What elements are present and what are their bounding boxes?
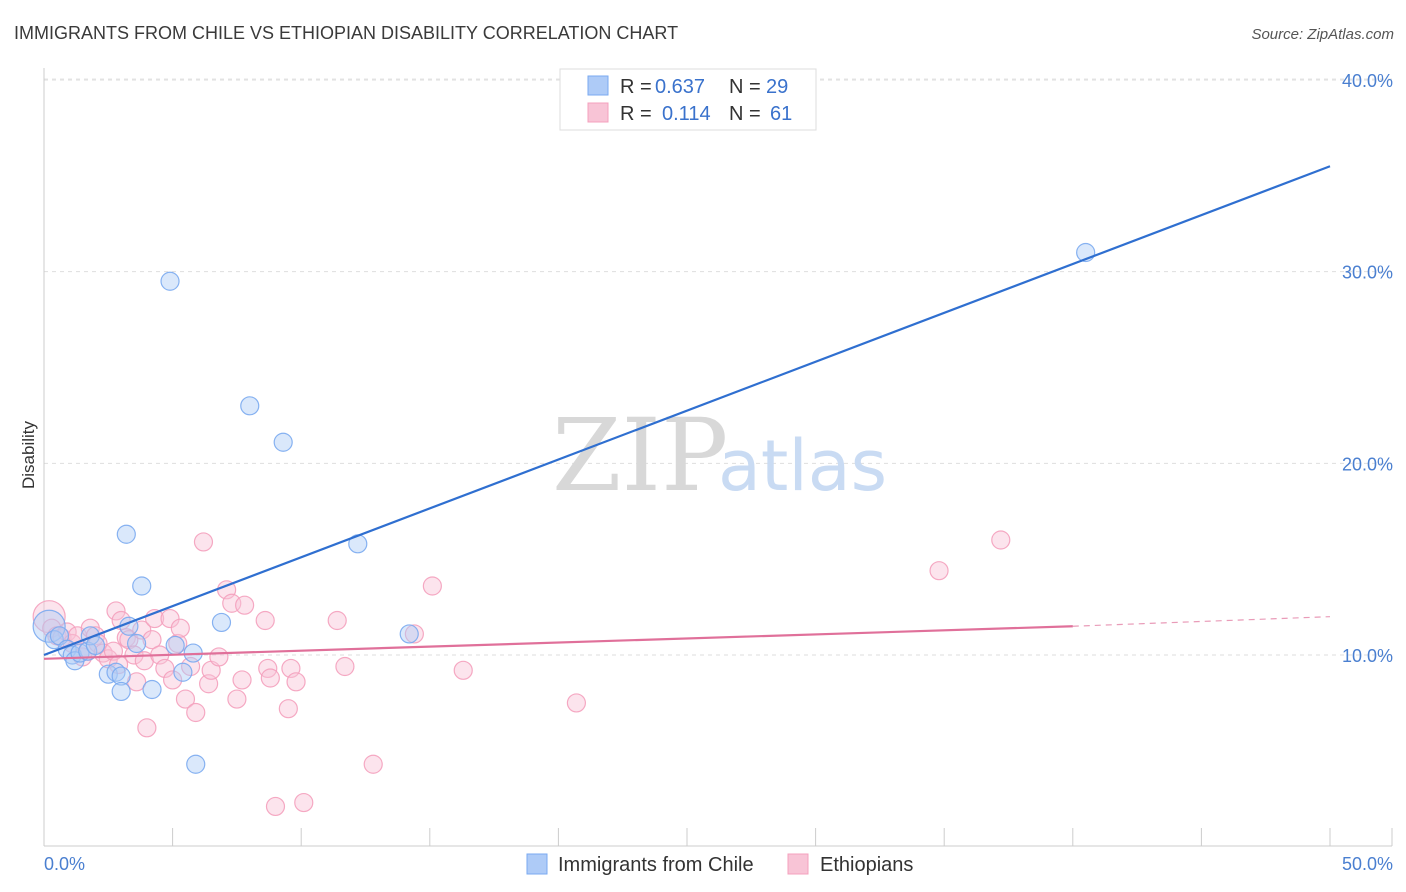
trend-line-chile: [43, 165, 1331, 657]
point-ethiopian-25: [142, 630, 162, 650]
point-ethiopian-30: [163, 670, 183, 690]
point-ethiopian-32: [170, 618, 190, 638]
point-ethiopian-43: [232, 670, 252, 690]
point-ethiopian-33: [175, 689, 196, 709]
point-ethiopian-15: [106, 601, 126, 621]
point-chile-28: [399, 624, 419, 644]
point-chile-18: [142, 679, 162, 700]
point-chile-16: [116, 524, 136, 544]
y-tick-label-1: 20.0%: [1342, 454, 1393, 474]
point-ethiopian-35: [186, 702, 206, 723]
legend-swatch-ethiopians: [787, 853, 809, 875]
point-ethiopian-24: [137, 718, 157, 738]
stats-r-value-ethiopians: 0.114: [662, 103, 711, 125]
series-legend: Immigrants from Chile Ethiopians: [526, 853, 913, 876]
point-ethiopian-28: [155, 658, 175, 679]
axes: [43, 68, 1393, 847]
stats-n-value-chile: 29: [766, 76, 788, 98]
chart-source: Source: ZipAtlas.com: [1251, 26, 1394, 43]
y-tick-label-2: 30.0%: [1342, 263, 1393, 283]
watermark-zip: ZIP: [552, 397, 728, 514]
point-ethiopian-48: [265, 796, 286, 817]
point-ethiopian-54: [335, 656, 355, 677]
point-chile-19: [160, 271, 180, 291]
point-ethiopian-59: [566, 693, 587, 713]
point-ethiopian-51: [286, 672, 306, 692]
legend-swatch-chile: [526, 853, 548, 875]
point-ethiopian-52: [294, 792, 314, 813]
point-ethiopian-42: [227, 689, 247, 709]
point-ethiopian-53: [327, 610, 347, 631]
point-ethiopian-58: [453, 660, 473, 680]
point-ethiopian-49: [278, 699, 298, 719]
legend-label-chile: Immigrants from Chile: [558, 854, 754, 876]
y-tick-label-3: 40.0%: [1342, 71, 1393, 91]
point-chile-17: [132, 576, 152, 596]
point-chile-25: [240, 396, 260, 416]
point-ethiopian-39: [209, 647, 229, 667]
trend-line-ethiopians-extrapolated: [1072, 616, 1331, 627]
point-chile-8: [80, 626, 100, 646]
y-axis-label: Disability: [19, 420, 38, 489]
point-ethiopian-61: [991, 530, 1011, 550]
point-chile-24: [211, 612, 232, 633]
stats-n-label-ethiopians: N =: [729, 103, 761, 125]
trend-lines: [43, 165, 1331, 660]
trend-line-ethiopians: [43, 625, 1073, 660]
watermark-atlas: atlas: [718, 425, 887, 507]
stats-legend: R = 0.637 N = 29 R = 0.114 N = 61: [559, 68, 817, 131]
point-chile-21: [173, 662, 193, 682]
point-ethiopian-44: [235, 595, 255, 615]
point-chile-7: [78, 641, 98, 661]
gridlines: [44, 78, 1392, 656]
legend-label-ethiopians: Ethiopians: [820, 854, 913, 876]
point-ethiopian-45: [255, 610, 275, 631]
watermark: ZIP atlas: [552, 397, 887, 514]
point-chile-0: [32, 609, 66, 643]
point-chile-1: [44, 630, 64, 650]
point-chile-12: [111, 666, 131, 686]
stats-legend-swatch-chile: [587, 75, 609, 96]
stats-n-value-ethiopians: 61: [770, 103, 792, 125]
tick-labels: 10.0% 20.0% 30.0% 40.0% 0.0% 50.0%: [44, 71, 1393, 874]
point-chile-20: [165, 635, 185, 656]
point-chile-14: [126, 633, 147, 654]
point-ethiopian-56: [404, 624, 424, 644]
point-ethiopian-57: [422, 576, 442, 596]
x-tick-label-0: 0.0%: [44, 854, 85, 874]
data-points: [32, 242, 1096, 817]
stats-n-label-chile: N =: [729, 76, 761, 98]
point-ethiopian-55: [363, 754, 383, 774]
chart-title: IMMIGRANTS FROM CHILE VS ETHIOPIAN DISAB…: [14, 23, 678, 43]
x-tick-label-1: 50.0%: [1342, 854, 1393, 874]
point-ethiopian-29: [160, 608, 180, 629]
point-chile-26: [273, 432, 293, 452]
stats-legend-swatch-ethiopians: [587, 102, 609, 123]
stats-r-label-chile: R =: [620, 76, 652, 98]
y-tick-label-0: 10.0%: [1342, 646, 1393, 666]
stats-r-value-chile: 0.637: [655, 76, 705, 98]
point-ethiopian-47: [260, 668, 280, 688]
point-ethiopian-36: [193, 532, 214, 552]
point-chile-9: [85, 635, 106, 656]
point-chile-11: [106, 662, 126, 682]
point-chile-15: [111, 681, 131, 702]
point-chile-23: [186, 754, 206, 774]
stats-r-label-ethiopians: R =: [620, 103, 652, 125]
point-ethiopian-60: [929, 561, 949, 581]
